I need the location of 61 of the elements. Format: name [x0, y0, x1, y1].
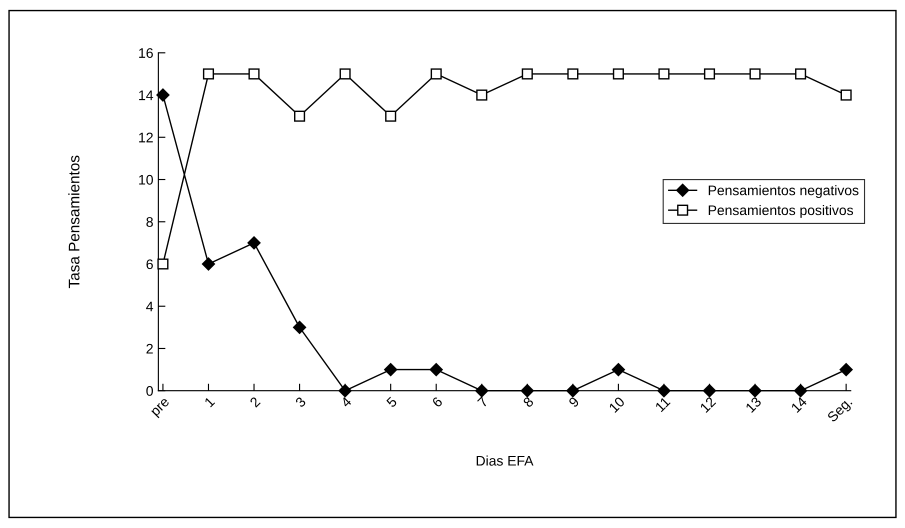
point: [202, 68, 214, 80]
point: [704, 68, 716, 80]
point: [748, 384, 762, 398]
point: [475, 384, 488, 398]
point: [202, 257, 216, 271]
point: [157, 258, 168, 270]
point: [567, 68, 578, 80]
point: [840, 363, 853, 376]
point: [794, 384, 808, 398]
point: [430, 68, 442, 80]
legend-label: Pensamientos negativos: [708, 185, 858, 198]
y-axis-title: Tasa Pensamientos: [68, 156, 80, 288]
legend-label: Pensamientos positivos: [708, 204, 854, 218]
point: [702, 384, 716, 398]
x-tick-label: 13: [745, 396, 762, 413]
x-tick-label: 11: [654, 396, 671, 412]
point: [247, 236, 261, 250]
y-tick-label: 12: [139, 132, 153, 142]
y-tick-label: 8: [146, 217, 153, 227]
x-tick-label: 9: [568, 396, 580, 408]
point: [658, 68, 670, 80]
point: [430, 363, 443, 376]
y-tick-label: 6: [146, 259, 153, 270]
point: [522, 68, 533, 80]
point: [795, 68, 806, 80]
point: [520, 384, 534, 398]
point: [612, 363, 625, 376]
y-tick-label: 16: [139, 48, 153, 58]
x-tick-label: Seg.: [826, 396, 854, 424]
point: [340, 68, 351, 80]
x-tick-label: 2: [249, 396, 261, 408]
x-tick-label: 7: [477, 396, 488, 408]
point: [156, 88, 170, 102]
x-tick-label: 6: [432, 396, 443, 408]
point: [248, 68, 260, 80]
x-tick-label: 1: [204, 396, 216, 408]
x-tick-label: 3: [294, 396, 306, 408]
x-tick-label: 4: [340, 396, 352, 408]
point: [840, 89, 852, 101]
point: [385, 110, 396, 122]
y-tick-label: 2: [146, 344, 153, 354]
y-tick-label: 14: [139, 90, 154, 100]
point: [292, 320, 306, 334]
x-tick-label: pre: [151, 398, 172, 418]
point: [749, 68, 761, 80]
x-tick-label: 10: [608, 396, 626, 413]
point: [338, 384, 352, 398]
y-tick-label: 0: [146, 386, 153, 396]
x-tick-label: 12: [700, 396, 716, 413]
x-tick-label: 5: [386, 396, 398, 408]
point: [476, 89, 488, 101]
x-tick-label: 14: [790, 396, 808, 413]
point: [657, 384, 671, 398]
y-tick-label: 4: [146, 302, 154, 312]
point: [294, 110, 306, 122]
point: [612, 68, 624, 80]
point: [566, 384, 580, 398]
point: [384, 363, 398, 376]
x-tick-label: 8: [522, 396, 534, 408]
x-axis-title: Dias EFA: [476, 455, 534, 466]
y-tick-label: 10: [139, 174, 153, 185]
